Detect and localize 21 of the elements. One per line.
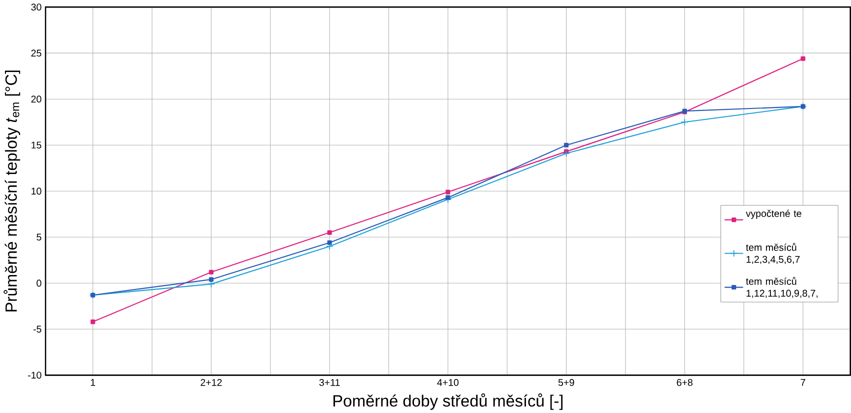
x-tick-label: 3+11 [319,378,340,386]
y-tick-label: 10 [32,187,42,194]
legend-label: tem měsíců 1,2,3,4,5,6,7 [746,242,800,264]
y-tick-label: 30 [31,3,42,10]
y-tick-label: 15 [32,141,42,148]
y-tick-label: 20 [31,95,42,102]
y-tick-label: 25 [31,49,42,56]
y-tick-label: 5 [36,233,42,240]
x-tick-label: 2+12 [200,378,222,386]
y-tick-label: 0 [36,279,42,286]
y-tick-label: -5 [33,326,42,332]
x-axis-title: Poměrné doby středů měsíců [-] [333,393,563,410]
x-tick-label: 1 [90,378,96,386]
x-tick-label: 7 [800,378,806,386]
x-tick-label: 6+8 [676,378,692,386]
x-tick-label: 4+10 [437,378,459,386]
legend-label: tem měsíců 1,12,11,10,9,8,7, [746,276,818,298]
legend-label: vypočtené te [746,209,802,219]
y-tick-label: -10 [28,371,42,378]
y-axis-title: Průměrné měsíční teploty t$_{em}$ [°C] [4,70,20,312]
x-tick-label: 5+9 [558,378,574,386]
